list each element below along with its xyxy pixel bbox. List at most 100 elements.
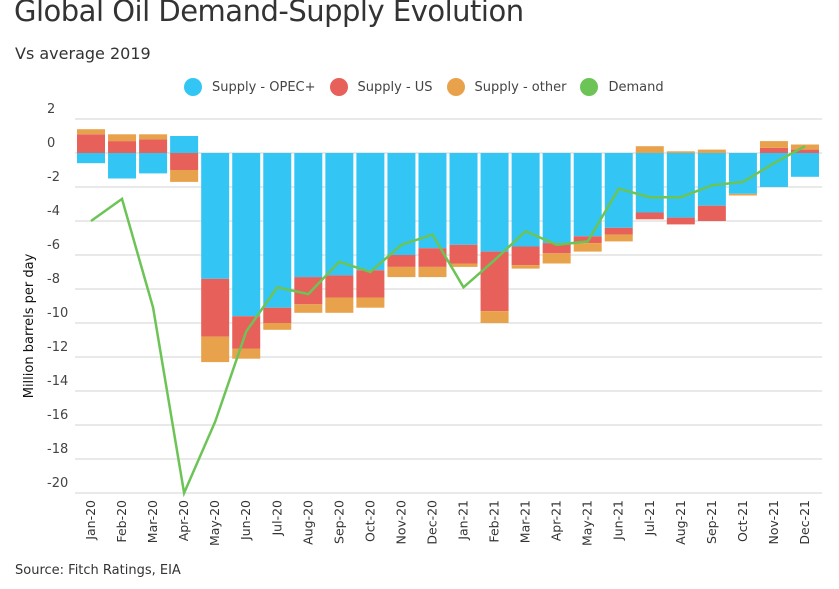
bar-segment[interactable] (387, 255, 416, 267)
y-tick-label: -2 (47, 170, 60, 185)
bar-segment[interactable] (356, 270, 385, 298)
bar-segment[interactable] (728, 193, 757, 196)
bar-segment[interactable] (201, 153, 230, 279)
bar-segment[interactable] (139, 153, 168, 174)
x-tick-label: Apr-21 (549, 500, 564, 541)
bar-segment[interactable] (542, 153, 571, 244)
bar-segment[interactable] (635, 153, 664, 213)
bar-segment[interactable] (635, 212, 664, 220)
chart-subtitle: Vs average 2019 (15, 44, 151, 63)
bar-segment[interactable] (263, 323, 292, 330)
bar-segment[interactable] (201, 278, 230, 337)
bar-segment[interactable] (759, 141, 788, 148)
bar-segment[interactable] (697, 153, 726, 206)
bar-segment[interactable] (573, 153, 602, 237)
bar-segment[interactable] (170, 136, 199, 153)
bar-segment[interactable] (697, 205, 726, 221)
x-tick-label: Oct-20 (362, 500, 377, 542)
bar-segment[interactable] (791, 149, 819, 153)
bar-segment[interactable] (418, 266, 447, 278)
bar-segment[interactable] (325, 153, 354, 276)
bar-segment[interactable] (542, 253, 571, 264)
x-tick-label: Jul-20 (269, 500, 284, 537)
bar-segment[interactable] (77, 129, 105, 135)
y-tick-label: -20 (47, 476, 68, 491)
bar-segment[interactable] (232, 153, 261, 317)
bar-segment[interactable] (263, 153, 292, 308)
bar-segment[interactable] (325, 297, 354, 313)
bar-segment[interactable] (449, 153, 478, 245)
y-tick-label: -4 (47, 204, 60, 219)
bar-segment[interactable] (170, 153, 199, 170)
bar-segment[interactable] (294, 277, 323, 305)
bar-segment[interactable] (263, 307, 292, 323)
bars (77, 129, 819, 363)
bar-segment[interactable] (356, 297, 385, 308)
x-tick-label: May-21 (580, 500, 595, 546)
bar-segment[interactable] (573, 243, 602, 252)
x-tick-label: Jul-21 (642, 500, 657, 537)
bar-segment[interactable] (666, 153, 695, 218)
y-tick-label: -10 (47, 306, 68, 321)
legend-item-opec[interactable]: Supply - OPEC+ (184, 78, 316, 96)
bar-segment[interactable] (418, 248, 447, 267)
bar-segment[interactable] (759, 147, 788, 153)
bar-segment[interactable] (201, 336, 230, 363)
x-tick-label: Nov-21 (766, 500, 781, 544)
legend-label: Demand (608, 79, 664, 95)
legend-label: Supply - OPEC+ (212, 79, 316, 95)
bar-segment[interactable] (666, 151, 695, 153)
demand-line[interactable] (90, 145, 806, 498)
bar-segment[interactable] (77, 134, 105, 153)
bar-segment[interactable] (77, 153, 105, 164)
bar-segment[interactable] (387, 266, 416, 278)
bar-segment[interactable] (108, 141, 137, 153)
bar-segment[interactable] (449, 263, 478, 267)
bar-segment[interactable] (635, 146, 664, 153)
legend-dot-icon (329, 78, 348, 96)
demand-line-group (90, 145, 806, 498)
bar-segment[interactable] (170, 170, 199, 182)
bar-segment[interactable] (232, 348, 261, 359)
bar-segment[interactable] (604, 227, 633, 235)
legend-item-us[interactable]: Supply - US (329, 78, 433, 96)
x-tick-label: Nov-20 (393, 500, 408, 545)
x-tick-label: Mar-20 (145, 500, 160, 543)
legend-dot-icon (446, 78, 465, 96)
x-tick-label: Mar-21 (518, 500, 533, 543)
bar-segment[interactable] (728, 153, 757, 194)
y-tick-label: -18 (47, 442, 68, 457)
x-tick-label: Dec-20 (424, 500, 439, 545)
bar-segment[interactable] (449, 244, 478, 264)
bar-segment[interactable] (387, 153, 416, 255)
bar-segment[interactable] (325, 275, 354, 298)
bar-segment[interactable] (356, 153, 385, 271)
bar-segment[interactable] (294, 304, 323, 313)
y-axis-title: Million barrels per day (22, 253, 37, 398)
bar-segment[interactable] (294, 153, 323, 278)
legend-item-demand[interactable]: Demand (580, 78, 664, 96)
x-tick-label: Apr-20 (176, 500, 191, 541)
bar-segment[interactable] (139, 134, 168, 140)
bar-segment[interactable] (604, 234, 633, 242)
bar-segment[interactable] (108, 153, 137, 179)
bar-segment[interactable] (480, 311, 509, 323)
x-tick-label: Dec-21 (797, 500, 812, 545)
bar-segment[interactable] (697, 149, 726, 153)
y-tick-label: -16 (47, 408, 68, 423)
bar-segment[interactable] (108, 134, 137, 142)
bar-segment[interactable] (418, 153, 447, 249)
legend-dot-icon (580, 78, 599, 96)
bar-segment[interactable] (480, 153, 509, 252)
bar-segment[interactable] (511, 246, 540, 266)
bar-segment[interactable] (542, 243, 571, 254)
bar-segment[interactable] (666, 217, 695, 225)
y-tick-label: -6 (47, 238, 60, 253)
bar-segment[interactable] (511, 265, 540, 269)
legend-item-other[interactable]: Supply - other (446, 78, 566, 96)
bar-segment[interactable] (139, 139, 168, 153)
x-tick-label: Aug-20 (300, 500, 315, 545)
bar-segment[interactable] (791, 153, 819, 177)
legend: Supply - OPEC+ Supply - US Supply - othe… (184, 78, 678, 96)
